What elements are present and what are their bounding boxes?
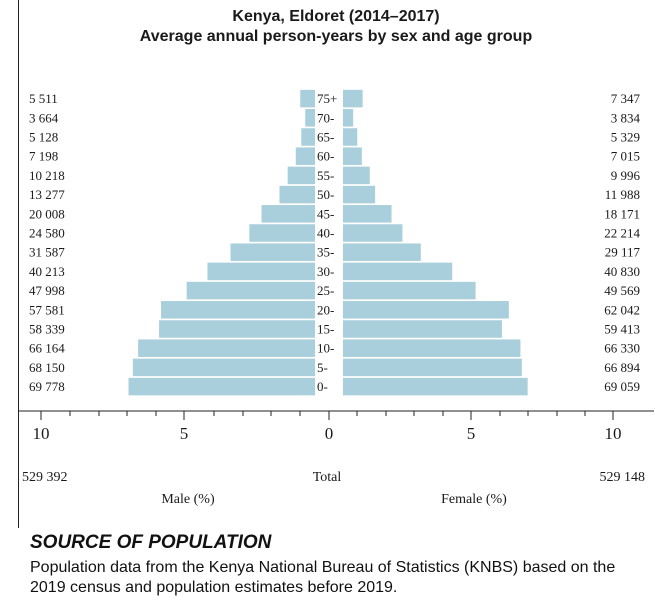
female-bar [343, 185, 376, 204]
x-axis-label-male: Male (%) [161, 492, 215, 507]
female-bar [343, 339, 521, 357]
male-bar [161, 301, 315, 319]
male-bar [279, 185, 315, 204]
x-tick-label: 10 [605, 424, 622, 443]
male-bar [301, 128, 315, 146]
male-value-label: 47 998 [29, 283, 65, 298]
x-tick-label: 5 [467, 424, 476, 443]
female-value-label: 66 894 [604, 360, 640, 375]
age-group-label: 75+ [317, 91, 337, 106]
age-group-label: 25- [317, 283, 334, 298]
female-bar [343, 358, 522, 377]
female-bar [343, 89, 363, 108]
female-bar [343, 128, 358, 146]
male-value-label: 31 587 [29, 245, 65, 260]
female-bar [343, 243, 421, 261]
male-bar [230, 243, 315, 261]
age-group-label: 60- [317, 149, 334, 164]
female-value-label: 18 171 [604, 206, 640, 221]
male-bar [128, 377, 315, 396]
total-female-value: 529 148 [600, 470, 646, 485]
female-value-label: 59 413 [604, 322, 640, 337]
male-value-label: 7 198 [29, 149, 58, 164]
x-tick-label: 10 [33, 424, 50, 443]
female-bar [343, 262, 453, 281]
age-group-label: 5- [317, 360, 328, 375]
age-group-label: 0- [317, 379, 328, 394]
female-value-label: 7 015 [611, 149, 640, 164]
total-male-value: 529 392 [22, 470, 68, 485]
male-bar [295, 147, 315, 165]
female-bar [343, 166, 370, 185]
male-bar [287, 166, 315, 185]
male-bar [305, 109, 315, 127]
female-value-label: 3 834 [611, 110, 641, 125]
age-group-label: 20- [317, 302, 334, 317]
male-bar [261, 205, 315, 223]
population-pyramid-chart: 75+ 5 511 7 347 70- 3 664 3 834 65- 5 128 5 329 6… [18, 89, 654, 507]
x-tick-label: 5 [180, 424, 189, 443]
age-group-label: 55- [317, 168, 334, 183]
male-value-label: 10 218 [29, 168, 65, 183]
male-value-label: 58 339 [29, 322, 65, 337]
female-value-label: 5 329 [611, 130, 640, 145]
age-group-label: 45- [317, 206, 334, 221]
source-text: Population data from the Kenya National … [30, 559, 616, 596]
female-value-label: 11 988 [605, 187, 640, 202]
age-group-label: 35- [317, 245, 334, 260]
female-value-label: 29 117 [605, 245, 641, 260]
female-bar [343, 320, 502, 338]
age-group-label: 40- [317, 226, 334, 241]
female-bar [343, 147, 362, 165]
male-value-label: 13 277 [29, 187, 65, 202]
female-value-label: 69 059 [604, 379, 640, 394]
female-value-label: 22 214 [604, 226, 640, 241]
female-bar [343, 281, 476, 300]
male-value-label: 20 008 [29, 206, 65, 221]
chart-subtitle: Average annual person-years by sex and a… [139, 28, 533, 45]
male-bar [132, 358, 315, 377]
female-bar [343, 377, 528, 396]
female-value-label: 9 996 [611, 168, 641, 183]
male-bar [186, 281, 315, 300]
chart-title: Kenya, Eldoret (2014–2017) [232, 8, 440, 25]
female-bar [343, 205, 392, 223]
male-bar [138, 339, 315, 357]
age-group-label: 50- [317, 187, 334, 202]
female-value-label: 62 042 [604, 302, 640, 317]
source-heading: SOURCE OF POPULATION [30, 532, 272, 553]
female-value-label: 7 347 [611, 91, 641, 106]
age-group-label: 30- [317, 264, 334, 279]
x-tick-label: 0 [325, 424, 334, 443]
total-label: Total [313, 470, 342, 485]
female-value-label: 40 830 [604, 264, 640, 279]
age-group-label: 15- [317, 322, 334, 337]
male-value-label: 66 164 [29, 341, 65, 356]
male-bar [249, 224, 315, 242]
male-value-label: 5 511 [29, 91, 58, 106]
age-group-label: 10- [317, 341, 334, 356]
male-value-label: 68 150 [29, 360, 65, 375]
male-value-label: 24 580 [29, 226, 65, 241]
age-group-label: 70- [317, 110, 334, 125]
male-bar [300, 89, 315, 108]
male-bar [159, 320, 315, 338]
male-bar [207, 262, 315, 281]
male-value-label: 57 581 [29, 302, 65, 317]
female-value-label: 66 330 [604, 341, 640, 356]
male-value-label: 3 664 [29, 110, 59, 125]
male-value-label: 40 213 [29, 264, 65, 279]
female-bar [343, 109, 354, 127]
x-axis-label-female: Female (%) [441, 492, 507, 507]
female-bar [343, 301, 509, 319]
female-value-label: 49 569 [604, 283, 640, 298]
male-value-label: 5 128 [29, 130, 58, 145]
female-bar [343, 224, 403, 242]
age-group-label: 65- [317, 130, 334, 145]
chart-frame [18, 0, 655, 528]
male-value-label: 69 778 [29, 379, 65, 394]
